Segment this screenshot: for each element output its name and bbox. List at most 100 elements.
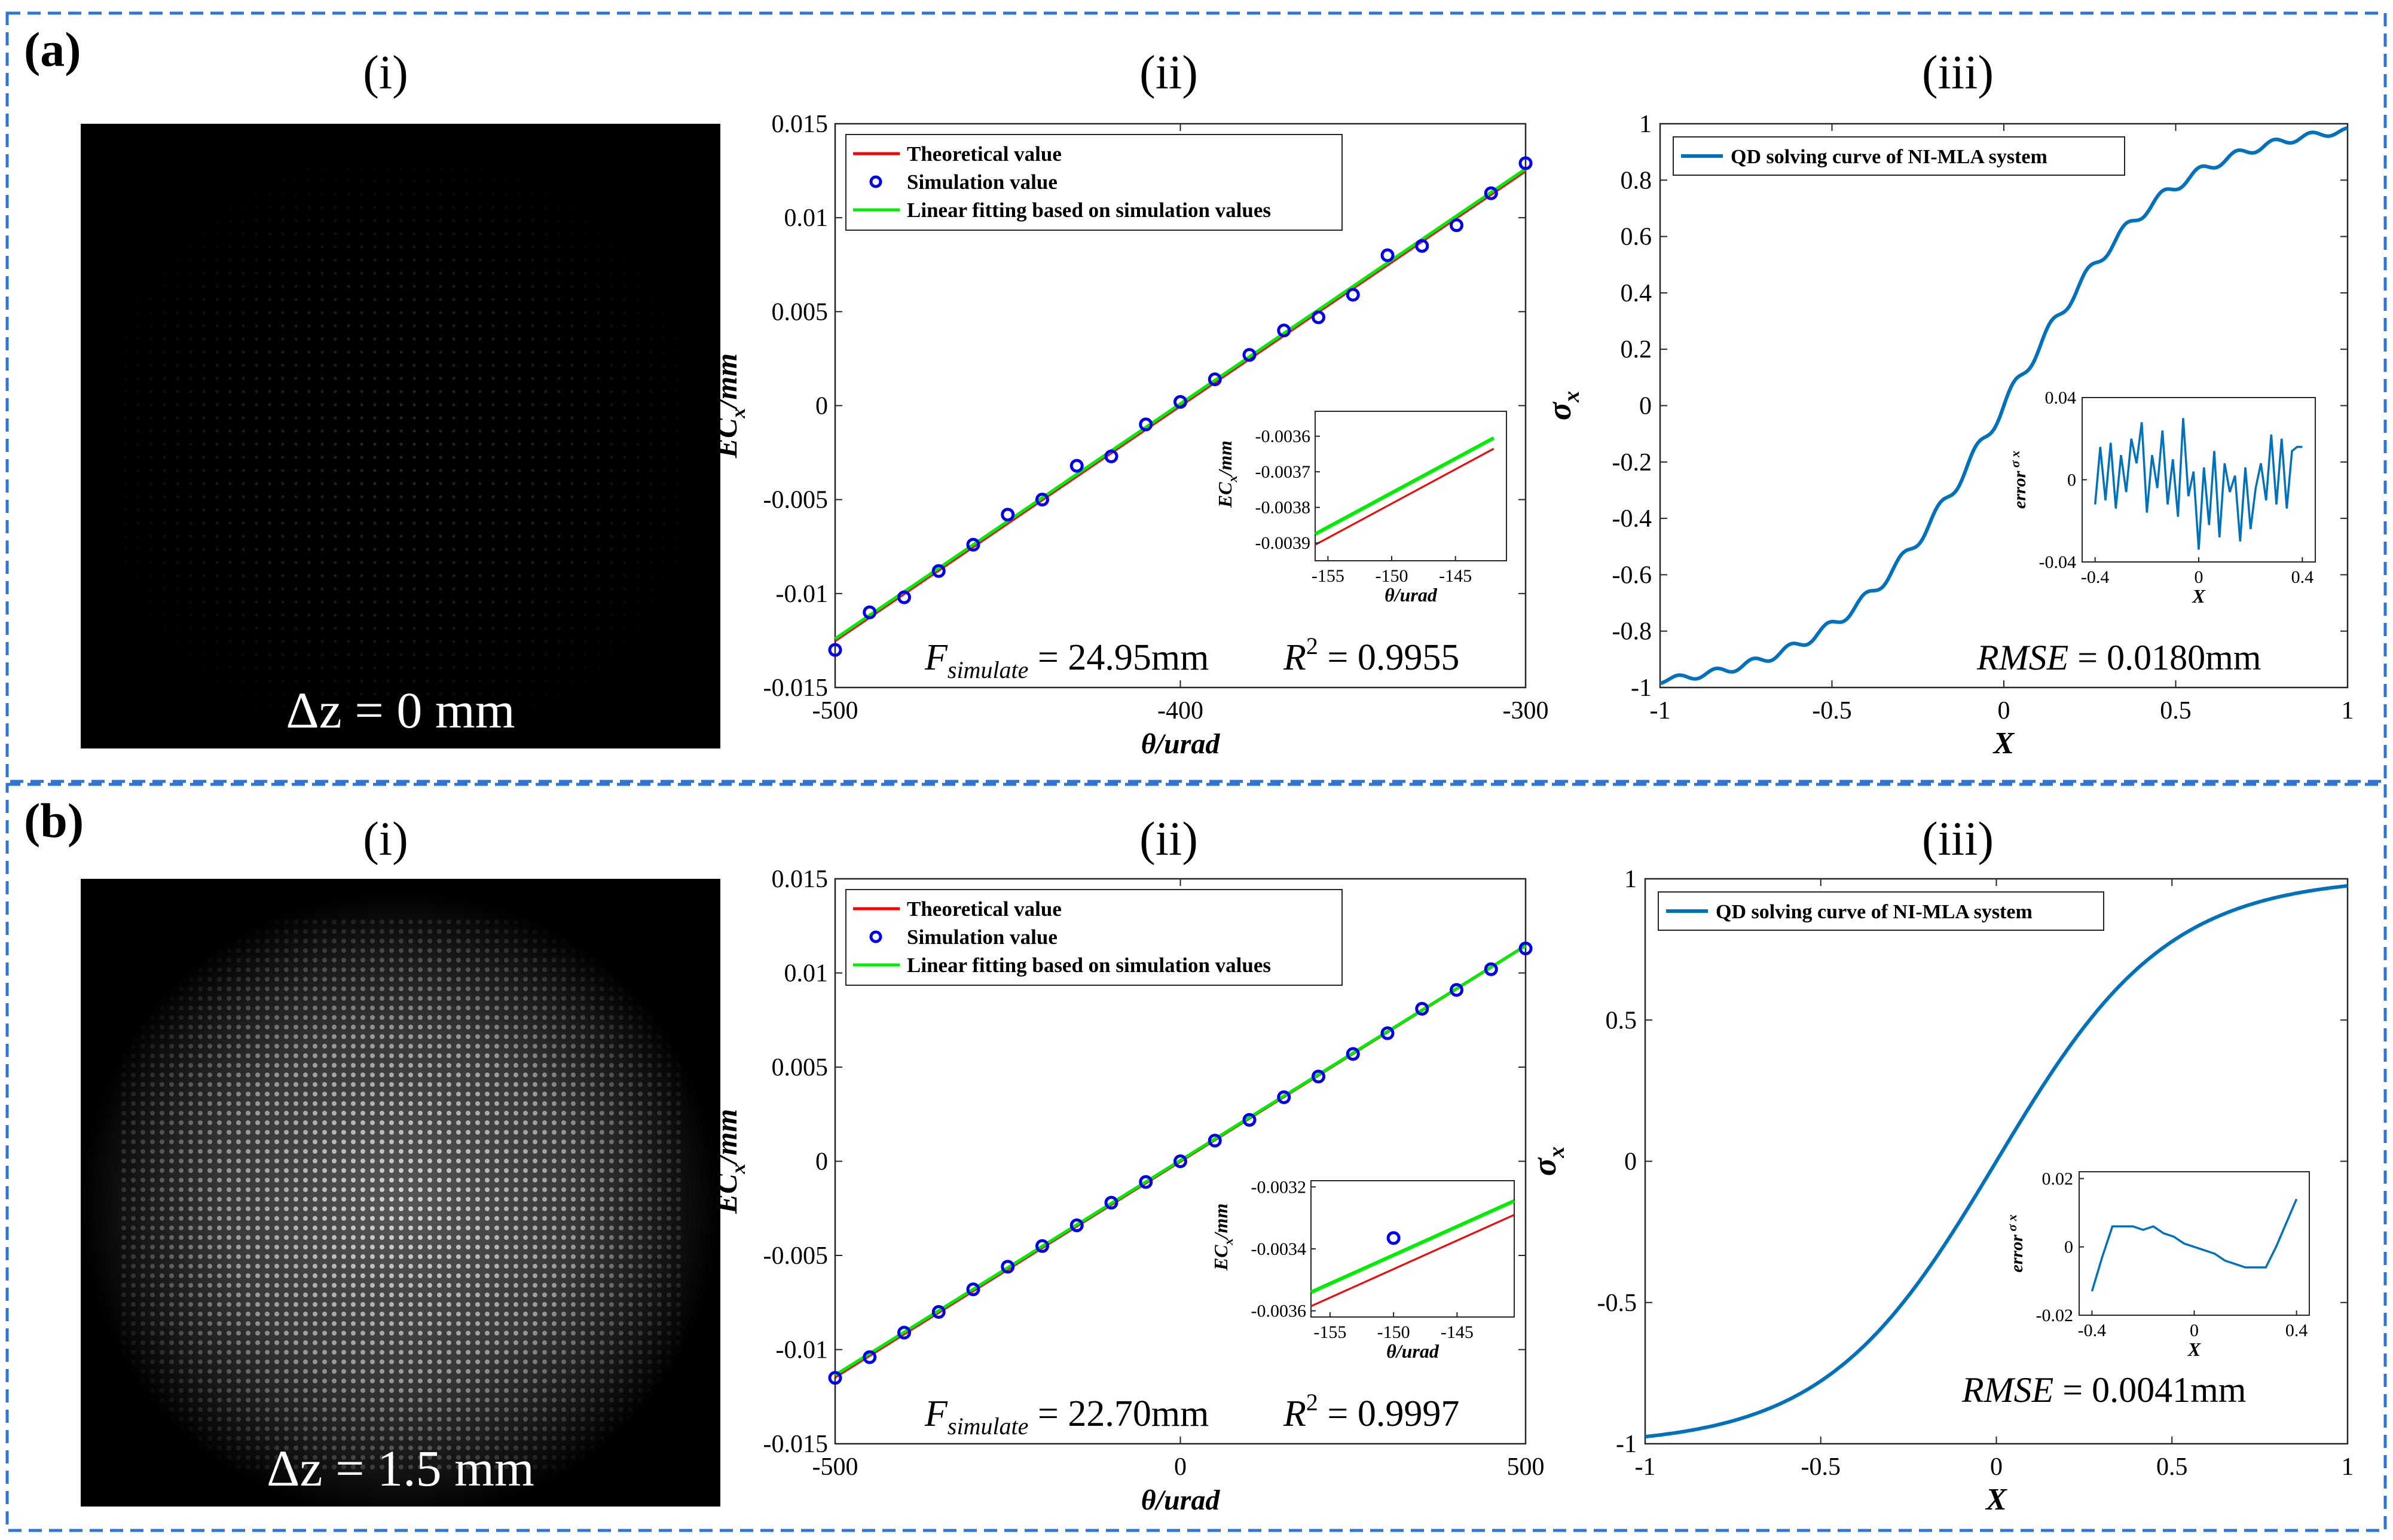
spot-array xyxy=(117,160,684,713)
y-tick-label: -0.015 xyxy=(763,674,829,702)
y-tick-label: 0.005 xyxy=(772,1054,829,1081)
x-tick-label: -0.5 xyxy=(1801,1453,1841,1481)
legend-entry: Simulation value xyxy=(907,925,1058,949)
simulation-point xyxy=(1001,1260,1015,1274)
text-part: RMSE xyxy=(1961,1370,2053,1410)
inset-x-tick-label: 0.4 xyxy=(2291,567,2314,587)
inset-line xyxy=(1314,436,1495,536)
x-tick-label: -500 xyxy=(812,697,858,725)
y-axis-label: σx xyxy=(1541,391,1584,420)
inset-y-tick-label: -0.0037 xyxy=(1255,462,1311,482)
qd-legend: QD solving curve of NI-MLA system xyxy=(1658,891,2104,931)
y-tick-label: 0 xyxy=(1624,1148,1637,1176)
inset-x-tick-label: -155 xyxy=(1313,1322,1346,1342)
panel-a: (a) (i) (ii) (iii) Δz = 0 mm 0.015 0.01 0.005 0 -… xyxy=(24,22,2354,760)
simulation-point xyxy=(1346,1047,1360,1061)
simulation-point xyxy=(1139,417,1153,432)
simulation-point xyxy=(1518,942,1533,956)
text-part: σ xyxy=(1526,1157,1563,1176)
legend-marker xyxy=(869,930,882,943)
text-part: F xyxy=(924,637,948,678)
subtitle-1: (i) xyxy=(363,813,408,866)
y-tick-label: 1 xyxy=(1639,111,1652,138)
y-axis-label: ECx/mm xyxy=(710,1109,750,1214)
x-tick-label: 0 xyxy=(1174,1453,1187,1481)
y-tick-label: 0 xyxy=(815,1148,828,1176)
x-axis-label: X xyxy=(1992,726,2015,760)
y-tick-label: 0.01 xyxy=(784,960,829,988)
simulation-point xyxy=(1484,186,1498,200)
panel-b-frame xyxy=(5,783,2387,1532)
simulation-point xyxy=(1104,1196,1118,1210)
calib-chart: 0.015 0.01 0.005 0 -0.005 -0.01 -0.015-500 -400… xyxy=(710,111,1549,760)
simulation-point xyxy=(863,605,877,619)
text-part: EC xyxy=(710,1174,743,1214)
y-tick-label: -0.01 xyxy=(776,580,829,608)
simulation-point xyxy=(1277,1090,1291,1104)
y-tick-label: -0.8 xyxy=(1612,618,1652,646)
y-tick-label: 0 xyxy=(1639,393,1652,420)
text-part: 2 xyxy=(1306,1389,1318,1416)
simulation-point xyxy=(1035,493,1049,507)
r-squared-annotation: R2 = 0.9955 xyxy=(1283,632,1459,678)
y-tick-label: -0.4 xyxy=(1612,505,1652,533)
inset-x-tick-label: 0.4 xyxy=(2285,1321,2308,1340)
simulation-point xyxy=(1035,1239,1049,1253)
text-part: simulate xyxy=(948,656,1029,683)
inset-y-tick-label: -0.0039 xyxy=(1255,533,1311,553)
fitting-line xyxy=(834,944,1527,1377)
x-tick-label: 1 xyxy=(2342,697,2354,725)
simulation-point xyxy=(1380,248,1395,262)
y-tick-label: 1 xyxy=(1624,866,1637,893)
inset-y-tick-label: -0.0032 xyxy=(1251,1177,1307,1197)
x-tick-label: 500 xyxy=(1507,1453,1545,1481)
x-tick-label: 0 xyxy=(1990,1453,2003,1481)
y-tick-label: 0.2 xyxy=(1621,336,1652,363)
simulation-point xyxy=(1415,239,1429,253)
inset-y-tick-label: 0.02 xyxy=(2042,1169,2074,1188)
simulation-point xyxy=(1208,1133,1222,1148)
y-axis-label: ECx/mm xyxy=(710,353,750,459)
qd-curve xyxy=(1645,884,2348,1439)
x-tick-label: -1 xyxy=(1635,1453,1656,1481)
legend-box xyxy=(1658,891,2104,931)
simulation-point xyxy=(863,1350,877,1364)
simulation-point xyxy=(966,1282,980,1297)
simulation-point xyxy=(1173,395,1187,409)
x-tick-label: 1 xyxy=(2342,1453,2354,1481)
calib-chart: 0.015 0.01 0.005 0 -0.005 -0.01 -0.015-500 0 500… xyxy=(710,866,1545,1516)
legend-entry: Linear fitting based on simulation value… xyxy=(907,954,1271,977)
simulation-point xyxy=(897,590,911,604)
inset-y-tick-label: -0.0038 xyxy=(1255,498,1311,518)
rmse-annotation: RMSE = 0.0041mm xyxy=(1961,1370,2246,1410)
text-part: simulate xyxy=(948,1413,1029,1440)
simulation-point xyxy=(1380,1026,1395,1040)
simulation-point xyxy=(1069,459,1084,473)
subtitle-2: (ii) xyxy=(1139,47,1198,99)
inset-x-tick-label: 0 xyxy=(2190,1321,2199,1340)
text-part: x xyxy=(728,408,750,418)
spot-glow xyxy=(81,879,720,1507)
text-part: RMSE xyxy=(1976,638,2068,677)
simulation-point xyxy=(931,1305,946,1319)
calib-inset: -0.0036 -0.0037 -0.0038 -0.0039-155 -150 -145… xyxy=(1214,411,1507,606)
x-axis-label: X xyxy=(1985,1483,2007,1517)
text-part: = 24.95mm xyxy=(1028,637,1209,678)
legend-entry: Theoretical value xyxy=(907,897,1062,921)
inset-x-tick-label: -150 xyxy=(1376,566,1408,586)
inset-y-tick-label: -0.02 xyxy=(2036,1306,2074,1325)
text-part: /mm xyxy=(1214,441,1236,477)
simulation-point xyxy=(1139,1175,1153,1189)
fitting-line xyxy=(834,167,1527,640)
x-tick-label: 0.5 xyxy=(2156,1453,2188,1481)
y-tick-label: -0.01 xyxy=(776,1337,829,1364)
error-curve xyxy=(2091,1199,2298,1292)
simulation-point xyxy=(1450,983,1463,997)
y-tick-label: 0.01 xyxy=(784,204,829,232)
inset-y-axis-label: error σ x xyxy=(2007,451,2030,509)
inset-plot-area xyxy=(1310,1180,1515,1318)
inset-x-tick-label: -0.4 xyxy=(2081,567,2110,587)
text-part: = 0.9997 xyxy=(1318,1394,1459,1434)
theoretical-line xyxy=(834,169,1527,642)
